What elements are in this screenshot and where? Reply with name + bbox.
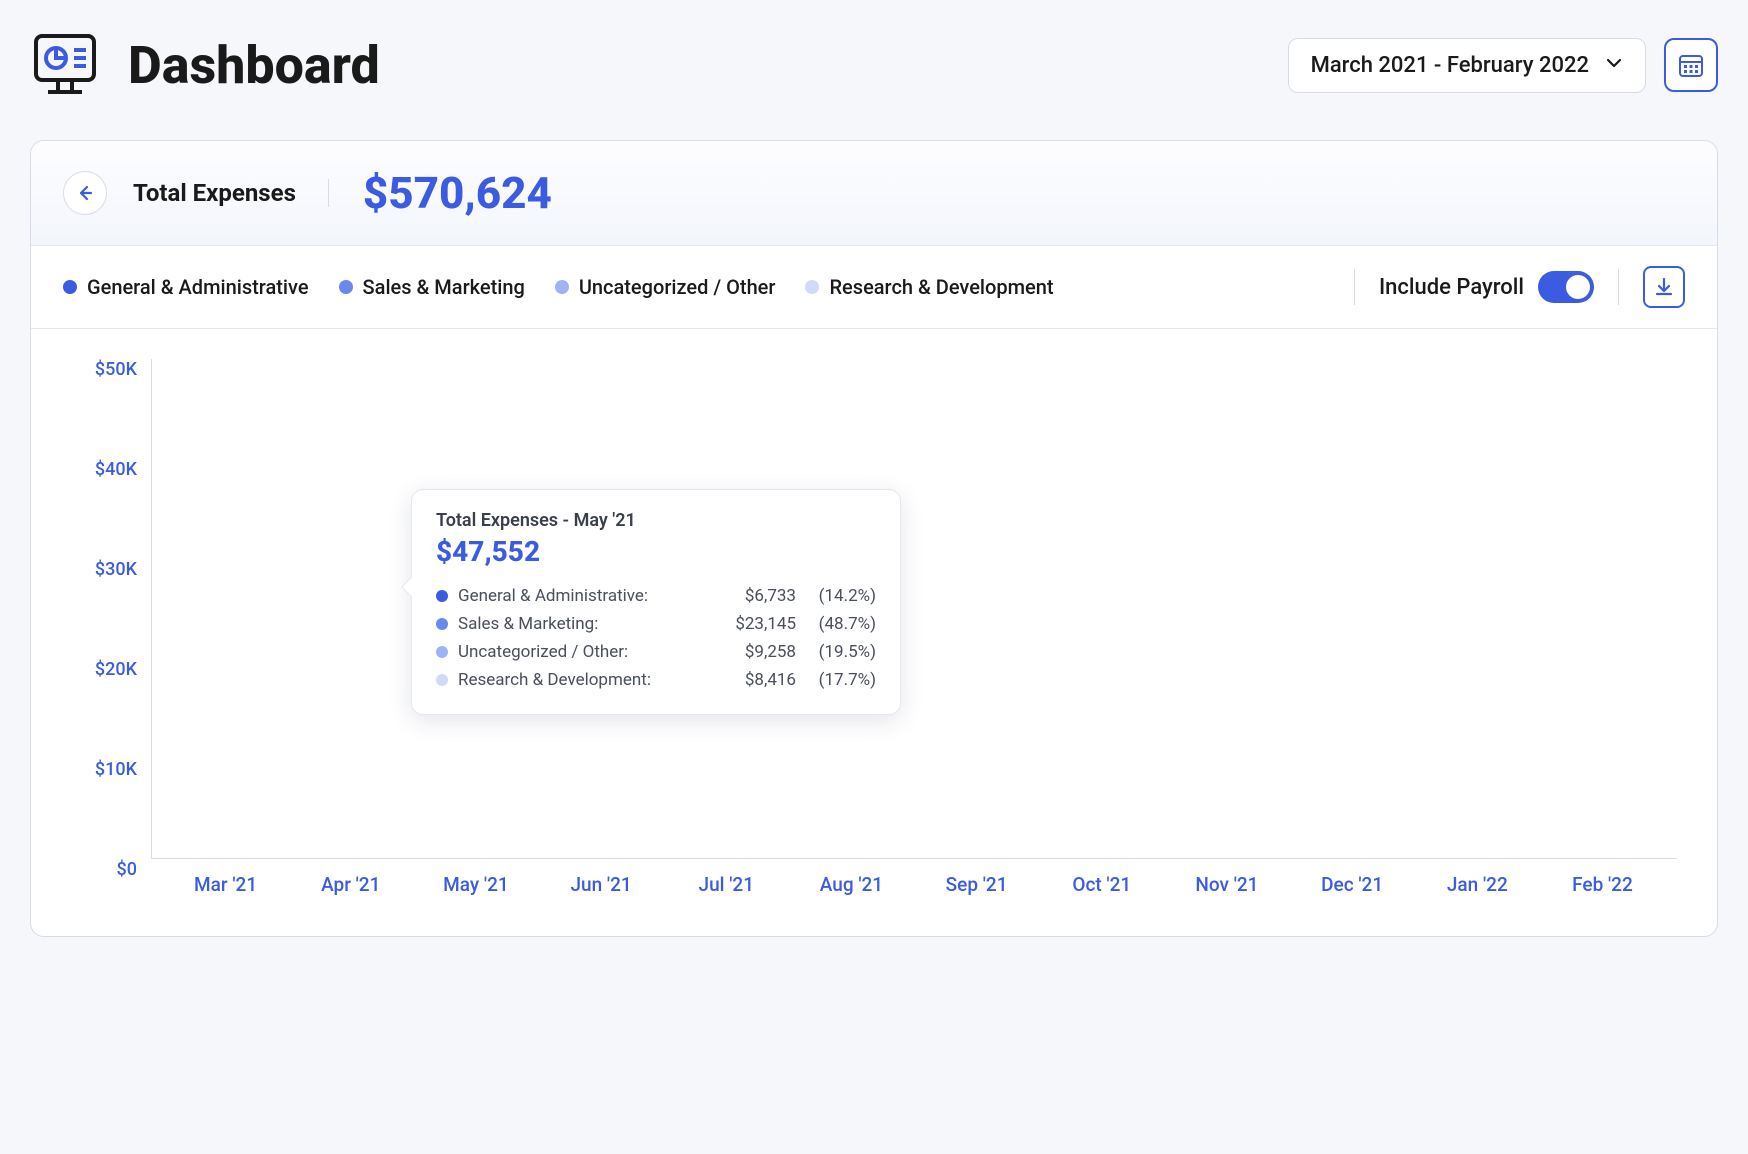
tooltip-row: Uncategorized / Other:$9,258(19.5%) xyxy=(436,638,876,666)
header-right: March 2021 - February 2022 xyxy=(1288,38,1718,93)
date-range-label: March 2021 - February 2022 xyxy=(1311,53,1589,78)
tooltip-row: Research & Development:$8,416(17.7%) xyxy=(436,666,876,694)
legend-item[interactable]: Research & Development xyxy=(805,275,1053,299)
x-tick-label: May '21 xyxy=(413,873,538,896)
date-range-selector[interactable]: March 2021 - February 2022 xyxy=(1288,38,1646,93)
right-controls: Include Payroll xyxy=(1354,266,1685,308)
arrow-left-icon xyxy=(75,183,95,203)
chevron-down-icon xyxy=(1605,53,1623,78)
tooltip-series-pct: (17.7%) xyxy=(796,670,876,690)
header-left: Dashboard xyxy=(30,30,380,100)
tooltip-series-pct: (19.5%) xyxy=(796,642,876,662)
legend-item[interactable]: General & Administrative xyxy=(63,275,309,299)
legend-item[interactable]: Uncategorized / Other xyxy=(555,275,776,299)
divider xyxy=(1354,269,1355,305)
calendar-button[interactable] xyxy=(1664,38,1718,92)
page-header: Dashboard March 2021 - February 2022 xyxy=(30,30,1718,100)
tooltip-title: Total Expenses - May '21 xyxy=(436,510,876,531)
legend-dot-icon xyxy=(805,280,819,294)
include-payroll-toggle-wrap: Include Payroll xyxy=(1379,271,1594,303)
x-tick-label: Nov '21 xyxy=(1164,873,1289,896)
x-tick-label: Aug '21 xyxy=(789,873,914,896)
tooltip-series-name: Sales & Marketing: xyxy=(458,614,706,634)
bars-region xyxy=(151,359,1677,859)
x-tick-label: Jul '21 xyxy=(664,873,789,896)
x-tick-label: Sep '21 xyxy=(914,873,1039,896)
tooltip-dot-icon xyxy=(436,590,448,602)
x-tick-label: Oct '21 xyxy=(1039,873,1164,896)
legend-label: Sales & Marketing xyxy=(363,275,525,299)
legend-label: Research & Development xyxy=(829,275,1053,299)
download-button[interactable] xyxy=(1643,266,1685,308)
chart-legend: General & Administrative Sales & Marketin… xyxy=(63,275,1054,299)
kpi-value: $570,624 xyxy=(355,167,552,219)
x-tick-label: Dec '21 xyxy=(1290,873,1415,896)
legend-dot-icon xyxy=(63,280,77,294)
tooltip-dot-icon xyxy=(436,618,448,630)
tooltip-series-value: $23,145 xyxy=(706,614,796,634)
legend-dot-icon xyxy=(339,280,353,294)
tooltip-row: Sales & Marketing:$23,145(48.7%) xyxy=(436,610,876,638)
divider xyxy=(1618,269,1619,305)
legend-item[interactable]: Sales & Marketing xyxy=(339,275,525,299)
chart-tooltip: Total Expenses - May '21 $47,552 General… xyxy=(411,489,901,715)
tooltip-series-pct: (48.7%) xyxy=(796,614,876,634)
x-tick-label: Jan '22 xyxy=(1415,873,1540,896)
legend-label: Uncategorized / Other xyxy=(579,275,776,299)
download-icon xyxy=(1653,276,1675,298)
toggle-label: Include Payroll xyxy=(1379,275,1524,300)
x-axis: Mar '21Apr '21May '21Jun '21Jul '21Aug '… xyxy=(151,859,1677,896)
tooltip-series-value: $6,733 xyxy=(706,586,796,606)
page-title: Dashboard xyxy=(128,35,380,96)
kpi-label: Total Expenses xyxy=(133,179,329,207)
tooltip-series-value: $8,416 xyxy=(706,670,796,690)
x-tick-label: Jun '21 xyxy=(539,873,664,896)
tooltip-series-name: Uncategorized / Other: xyxy=(458,642,706,662)
y-axis: $50K$40K$30K$20K$10K$0 xyxy=(71,359,151,859)
x-tick-label: Apr '21 xyxy=(288,873,413,896)
x-tick-label: Mar '21 xyxy=(163,873,288,896)
card-header: Total Expenses $570,624 xyxy=(31,141,1717,246)
back-button[interactable] xyxy=(63,171,107,215)
tooltip-row: General & Administrative:$6,733(14.2%) xyxy=(436,582,876,610)
tooltip-series-name: General & Administrative: xyxy=(458,586,706,606)
tooltip-series-pct: (14.2%) xyxy=(796,586,876,606)
tooltip-series-value: $9,258 xyxy=(706,642,796,662)
bars-inner xyxy=(152,359,1677,858)
legend-label: General & Administrative xyxy=(87,275,309,299)
tooltip-dot-icon xyxy=(436,674,448,686)
controls-row: General & Administrative Sales & Marketin… xyxy=(31,246,1717,329)
expenses-card: Total Expenses $570,624 General & Admini… xyxy=(30,140,1718,937)
tooltip-total: $47,552 xyxy=(436,535,876,568)
dashboard-logo-icon xyxy=(30,30,100,100)
legend-dot-icon xyxy=(555,280,569,294)
tooltip-rows: General & Administrative:$6,733(14.2%)Sa… xyxy=(436,582,876,694)
x-tick-label: Feb '22 xyxy=(1540,873,1665,896)
include-payroll-toggle[interactable] xyxy=(1538,271,1594,303)
calendar-icon xyxy=(1677,51,1705,79)
chart-area: $50K$40K$30K$20K$10K$0 Mar '21Apr '21May… xyxy=(31,329,1717,936)
tooltip-series-name: Research & Development: xyxy=(458,670,706,690)
tooltip-dot-icon xyxy=(436,646,448,658)
